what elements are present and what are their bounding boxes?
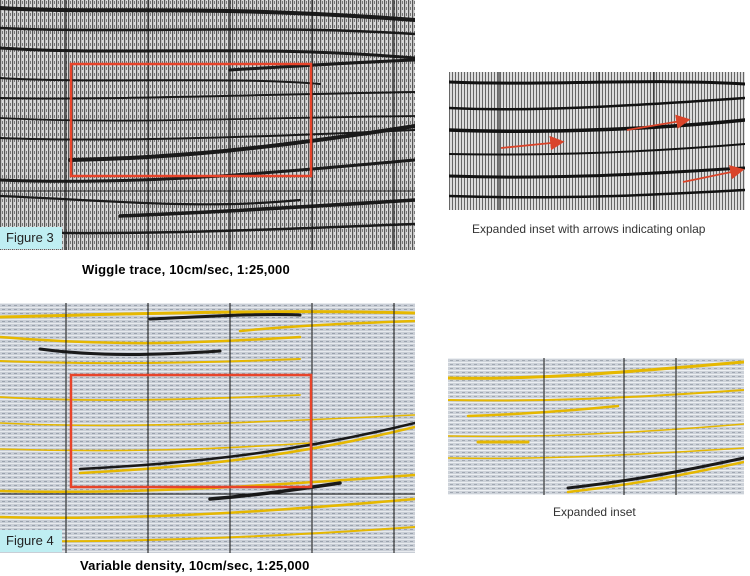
inset-caption: Expanded inset with arrows indicating on… xyxy=(472,222,706,236)
onlap-arrow-icon xyxy=(500,114,745,183)
figure3-inset-image xyxy=(449,72,745,210)
figure-caption: Wiggle trace, 10cm/sec, 1:25,000 xyxy=(82,262,290,277)
figure3-seismic-section: Figure 3 xyxy=(0,0,415,250)
inset-caption: Expanded inset xyxy=(553,505,636,519)
figure-caption: Variable density, 10cm/sec, 1:25,000 xyxy=(80,558,310,573)
figure3-expanded-inset xyxy=(449,72,745,210)
figure4-seismic-section: Figure 4 xyxy=(0,303,415,553)
figure-label: Figure 4 xyxy=(0,530,62,552)
highlight-box xyxy=(69,62,313,178)
figure4-expanded-inset xyxy=(448,358,744,495)
figure4-seismic-image xyxy=(0,303,415,553)
highlight-box xyxy=(69,373,313,489)
figure3-seismic-image xyxy=(0,0,415,250)
figure-label: Figure 3 xyxy=(0,227,62,249)
figure4-inset-image xyxy=(448,358,744,495)
